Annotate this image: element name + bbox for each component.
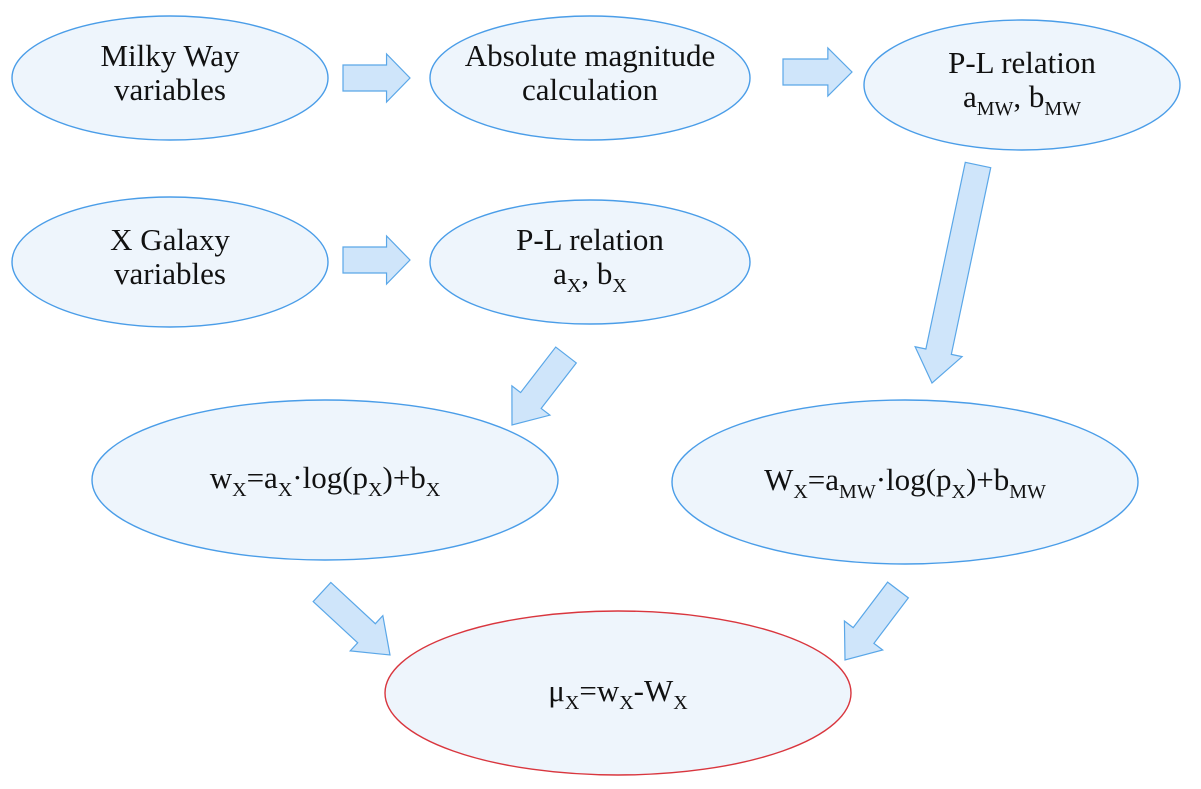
subscript: MW bbox=[1044, 98, 1081, 120]
subscript: X bbox=[232, 479, 247, 501]
label-text: -W bbox=[634, 673, 674, 708]
node-shape bbox=[863, 19, 1181, 151]
node-label: μX=wX-WX bbox=[548, 673, 688, 714]
subscript: X bbox=[951, 481, 966, 503]
node-label: Absolute magnitude bbox=[465, 38, 716, 73]
arrow bbox=[511, 346, 578, 426]
node-shape bbox=[429, 199, 751, 325]
node-shape bbox=[11, 15, 329, 141]
label-text: Milky Way bbox=[100, 38, 240, 73]
label-text: X Galaxy bbox=[110, 222, 230, 257]
node-label: aMW, bMW bbox=[963, 79, 1081, 120]
node-label: wX=aX·log(pX)+bX bbox=[210, 460, 441, 501]
node-label: Milky Way bbox=[100, 38, 240, 73]
node-label: X Galaxy bbox=[110, 222, 230, 257]
label-text: , b bbox=[1013, 79, 1044, 114]
label-text: variables bbox=[114, 72, 226, 107]
arrow bbox=[782, 46, 853, 98]
node-label: P-L relation bbox=[948, 45, 1096, 80]
node-label: variables bbox=[114, 72, 226, 107]
node-label: aX, bX bbox=[553, 256, 627, 297]
label-text: variables bbox=[114, 256, 226, 291]
label-text: a bbox=[963, 79, 977, 114]
node-shape bbox=[11, 196, 329, 328]
arrow bbox=[914, 161, 992, 384]
label-text: =w bbox=[579, 673, 619, 708]
arrow bbox=[843, 581, 910, 661]
node-label: WX=aMW·log(pX)+bMW bbox=[764, 462, 1046, 503]
label-text: )+b bbox=[383, 460, 426, 495]
arrow bbox=[342, 234, 411, 286]
subscript: MW bbox=[1009, 481, 1046, 503]
arrow bbox=[312, 581, 391, 656]
label-text: P-L relation bbox=[516, 222, 664, 257]
node-label: P-L relation bbox=[516, 222, 664, 257]
label-text: ·log(p bbox=[292, 460, 368, 495]
label-text: =a bbox=[247, 460, 278, 495]
label-text: calculation bbox=[522, 72, 658, 107]
subscript: X bbox=[619, 692, 634, 714]
label-text: w bbox=[210, 460, 233, 495]
label-text: , b bbox=[581, 256, 612, 291]
label-text: Absolute magnitude bbox=[465, 38, 716, 73]
label-text: W bbox=[764, 462, 794, 497]
subscript: MW bbox=[839, 481, 876, 503]
label-text: μ bbox=[548, 673, 565, 708]
subscript: X bbox=[793, 481, 808, 503]
label-text: a bbox=[553, 256, 567, 291]
node-label: calculation bbox=[522, 72, 658, 107]
subscript: X bbox=[612, 275, 627, 297]
subscript: X bbox=[567, 275, 582, 297]
node-label: variables bbox=[114, 256, 226, 291]
node-shape bbox=[429, 15, 751, 141]
arrow bbox=[342, 52, 411, 104]
node: wX=aX·log(pX)+bX bbox=[91, 399, 559, 561]
subscript: X bbox=[368, 479, 383, 501]
subscript: X bbox=[426, 479, 441, 501]
subscript: MW bbox=[977, 98, 1014, 120]
subscript: X bbox=[565, 692, 580, 714]
node: μX=wX-WX bbox=[384, 610, 852, 776]
label-text: ·log(p bbox=[876, 462, 952, 497]
node-shape bbox=[671, 399, 1139, 565]
node-shape bbox=[384, 610, 852, 776]
label-text: P-L relation bbox=[948, 45, 1096, 80]
node-shape bbox=[91, 399, 559, 561]
subscript: X bbox=[673, 692, 688, 714]
node: WX=aMW·log(pX)+bMW bbox=[671, 399, 1139, 565]
label-text: )+b bbox=[966, 462, 1009, 497]
subscript: X bbox=[278, 479, 293, 501]
label-text: =a bbox=[808, 462, 839, 497]
